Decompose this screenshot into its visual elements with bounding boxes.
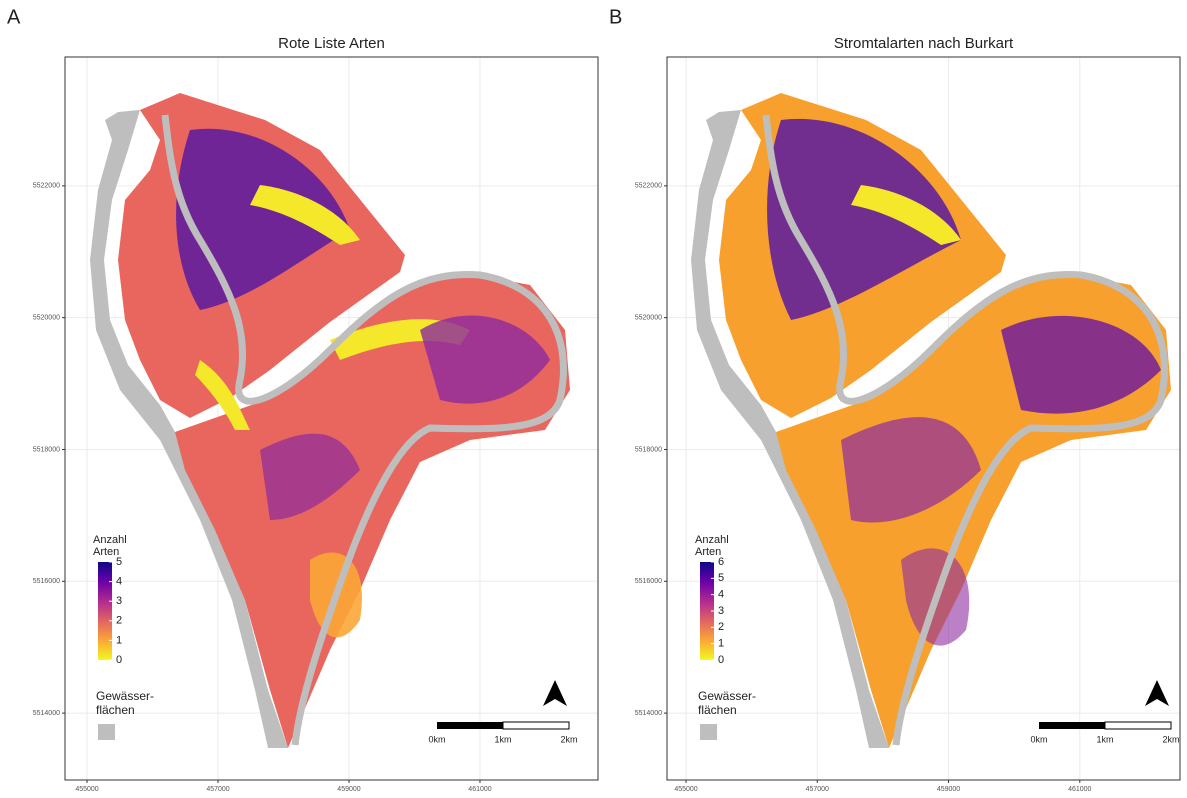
panel-title: Rote Liste Arten: [278, 35, 385, 52]
scale-bar-label: 0km: [1030, 734, 1047, 744]
water-legend-label: Gewässer-: [698, 689, 756, 703]
color-bar-label: 2: [718, 621, 724, 633]
color-bar-label: 5: [718, 572, 724, 584]
y-tick-label: 5520000: [33, 315, 60, 322]
y-tick-label: 5514000: [33, 710, 60, 717]
scale-bar-black: [1039, 722, 1105, 729]
y-tick-label: 5522000: [635, 183, 662, 190]
color-bar-label: 6: [718, 556, 724, 568]
map-area: [90, 93, 570, 748]
y-tick-label: 5516000: [635, 578, 662, 585]
legend-title: Arten: [93, 546, 119, 558]
map: [691, 93, 1171, 748]
color-bar-label: 0: [718, 654, 724, 666]
y-tick-label: 5514000: [635, 710, 662, 717]
color-bar-label: 4: [116, 576, 122, 588]
color-bar-label: 2: [116, 615, 122, 627]
x-tick-label: 459000: [337, 786, 360, 793]
north-arrow: [1145, 680, 1169, 706]
panel-letter: A: [7, 6, 21, 28]
scale-bar-label: 2km: [560, 734, 577, 744]
color-bar: [700, 562, 714, 660]
plot-frame: [666, 56, 1181, 781]
scale-bar-label: 1km: [494, 734, 511, 744]
legend-title: Anzahl: [93, 534, 127, 546]
scale-bar-white: [502, 721, 570, 730]
x-tick-label: 457000: [806, 786, 829, 793]
x-tick-label: 459000: [937, 786, 960, 793]
scale-bar-label: 0km: [428, 734, 445, 744]
x-tick-label: 461000: [1068, 786, 1091, 793]
color-bar-label: 1: [116, 634, 122, 646]
x-tick-label: 457000: [206, 786, 229, 793]
color-bar: [98, 562, 112, 660]
color-bar-label: 0: [116, 654, 122, 666]
color-bar-label: 5: [116, 556, 122, 568]
x-tick-label: 455000: [75, 786, 98, 793]
water-swatch: [700, 724, 717, 740]
y-tick-label: 5516000: [33, 578, 60, 585]
y-tick-label: 5522000: [33, 183, 60, 190]
map-area: [691, 93, 1171, 748]
water-swatch: [98, 724, 115, 740]
y-tick-label: 5518000: [33, 446, 60, 453]
panel-title: Stromtalarten nach Burkart: [834, 35, 1014, 52]
water-legend-label: Gewässer-: [96, 689, 154, 703]
x-tick-label: 455000: [674, 786, 697, 793]
legend-title: Anzahl: [695, 534, 729, 546]
north-arrow: [543, 680, 567, 706]
color-bar-label: 3: [116, 595, 122, 607]
color-bar-label: 3: [718, 605, 724, 617]
scale-bar-label: 1km: [1096, 734, 1113, 744]
panel-letter: B: [609, 6, 622, 28]
scale-bar-label: 2km: [1162, 734, 1179, 744]
color-bar-label: 1: [718, 638, 724, 650]
water-legend-label: flächen: [96, 703, 135, 717]
scale-bar-white: [1104, 721, 1172, 730]
y-tick-label: 5518000: [635, 446, 662, 453]
x-tick-label: 461000: [468, 786, 491, 793]
map: [90, 93, 570, 748]
color-bar-label: 4: [718, 589, 724, 601]
legend-title: Arten: [695, 546, 721, 558]
plot-frame: [64, 56, 599, 781]
water-legend-label: flächen: [698, 703, 737, 717]
y-tick-label: 5520000: [635, 315, 662, 322]
scale-bar-black: [437, 722, 503, 729]
